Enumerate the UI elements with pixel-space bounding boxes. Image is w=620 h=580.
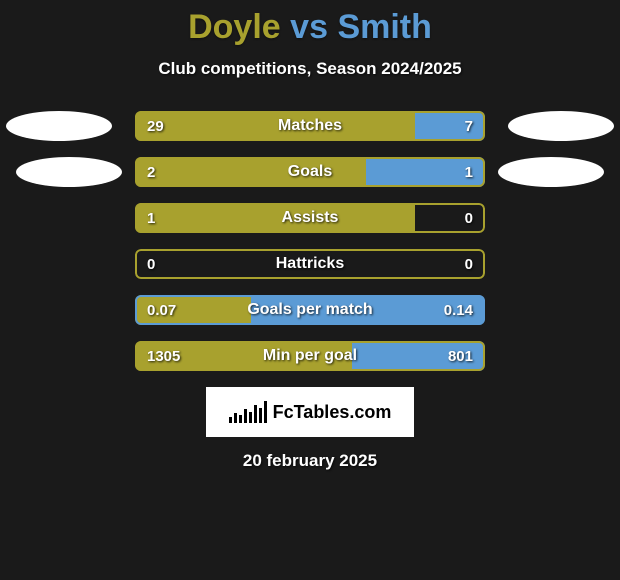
fctables-logo: FcTables.com <box>206 387 414 437</box>
title-player1: Doyle <box>188 8 281 46</box>
stat-fill-left <box>135 295 251 325</box>
stat-fill-right <box>366 157 485 187</box>
logo-bars-icon <box>229 401 267 423</box>
stat-row: Goals21 <box>135 157 485 187</box>
stat-fill-right <box>352 341 485 371</box>
page-title: Doyle vs Smith <box>0 8 620 47</box>
stat-value-right: 0 <box>465 203 473 233</box>
title-player2: Smith <box>337 8 431 46</box>
stat-fill-left <box>135 111 415 141</box>
stat-fill-right <box>251 295 486 325</box>
stat-row: Goals per match0.070.14 <box>135 295 485 325</box>
chart-container: Doyle vs Smith Club competitions, Season… <box>0 0 620 471</box>
date-label: 20 february 2025 <box>0 451 620 471</box>
stat-fill-left <box>135 203 415 233</box>
stat-row: Matches297 <box>135 111 485 141</box>
stat-label: Hattricks <box>135 249 485 279</box>
subtitle: Club competitions, Season 2024/2025 <box>0 59 620 79</box>
stat-fill-right <box>415 111 485 141</box>
stat-border <box>135 249 485 279</box>
stat-fill-left <box>135 341 352 371</box>
stat-value-left: 0 <box>147 249 155 279</box>
stat-value-right: 0 <box>465 249 473 279</box>
stats-rows: Matches297Goals21Assists10Hattricks00Goa… <box>0 111 620 371</box>
player1-badge-bottom <box>16 157 122 187</box>
title-vs: vs <box>290 8 328 46</box>
logo-text: FcTables.com <box>273 402 392 423</box>
player2-badge-top <box>508 111 614 141</box>
player1-badge-top <box>6 111 112 141</box>
stat-row: Hattricks0 0 <box>135 249 485 279</box>
player2-badge-bottom <box>498 157 604 187</box>
stat-fill-left <box>135 157 366 187</box>
stat-row: Assists10 <box>135 203 485 233</box>
stat-row: Min per goal1305801 <box>135 341 485 371</box>
